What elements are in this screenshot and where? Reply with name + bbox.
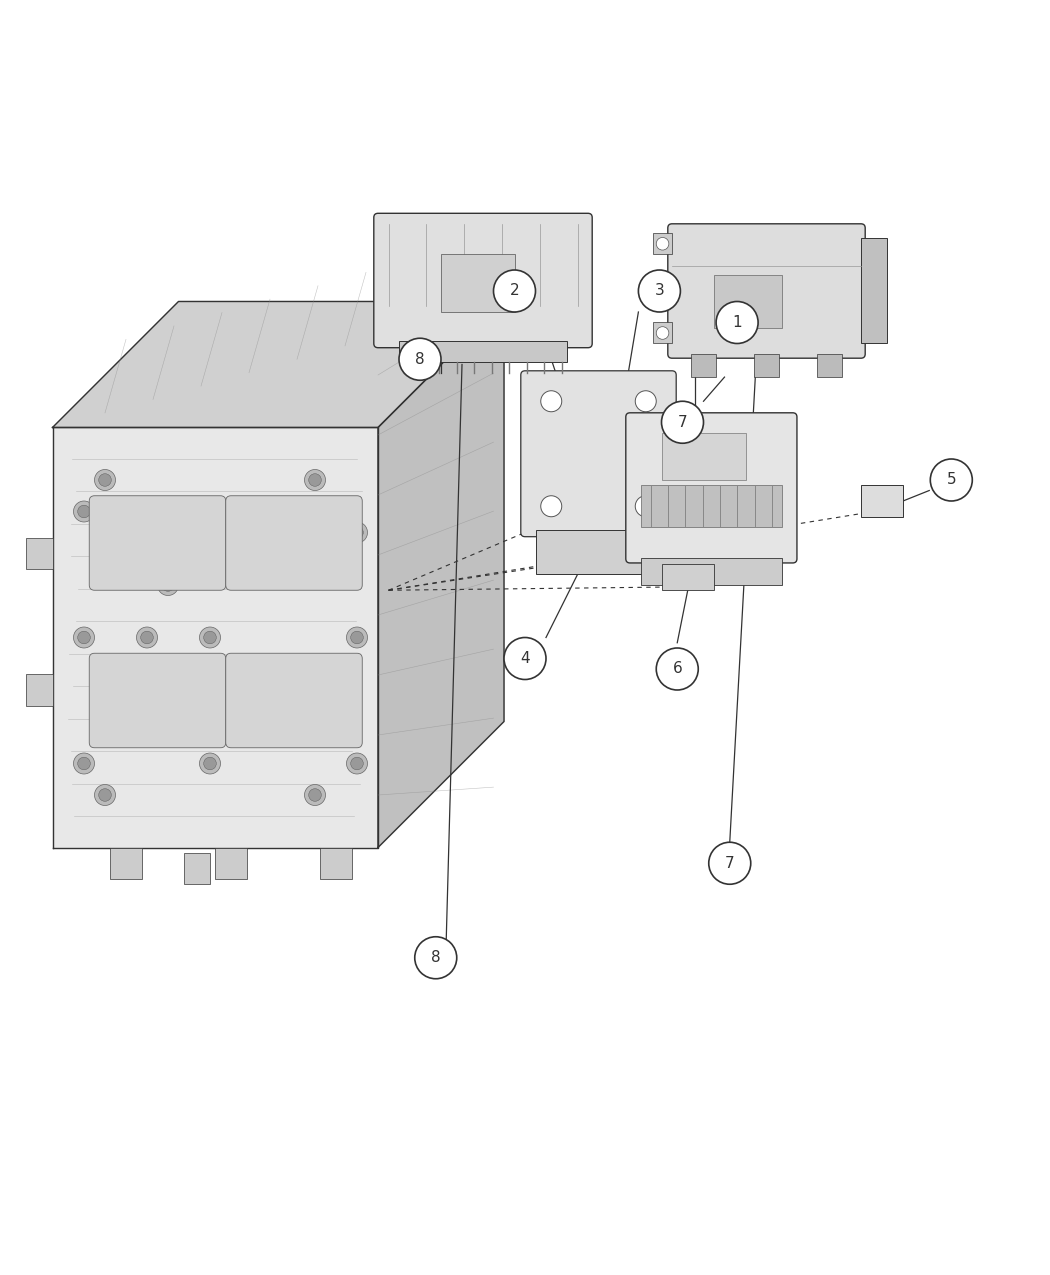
FancyBboxPatch shape bbox=[668, 224, 865, 358]
Circle shape bbox=[99, 474, 111, 486]
Circle shape bbox=[304, 469, 326, 491]
Text: 6: 6 bbox=[672, 662, 682, 677]
Circle shape bbox=[635, 390, 656, 412]
Circle shape bbox=[656, 648, 698, 690]
Circle shape bbox=[120, 715, 132, 728]
Text: 3: 3 bbox=[654, 283, 665, 298]
Circle shape bbox=[656, 326, 669, 339]
Circle shape bbox=[346, 627, 367, 648]
Polygon shape bbox=[52, 427, 378, 848]
Text: 4: 4 bbox=[520, 652, 530, 666]
Circle shape bbox=[930, 459, 972, 501]
Circle shape bbox=[78, 757, 90, 770]
Circle shape bbox=[288, 547, 300, 560]
Circle shape bbox=[158, 575, 179, 595]
Circle shape bbox=[662, 402, 704, 444]
Circle shape bbox=[242, 680, 262, 700]
Circle shape bbox=[116, 711, 136, 732]
Bar bbox=[536, 530, 662, 575]
Bar bbox=[714, 275, 782, 328]
Circle shape bbox=[635, 496, 656, 516]
Circle shape bbox=[309, 789, 321, 801]
Circle shape bbox=[709, 843, 751, 885]
Bar bbox=[640, 557, 782, 585]
Bar bbox=[320, 848, 352, 878]
Bar bbox=[662, 432, 746, 479]
Bar bbox=[861, 486, 903, 516]
Circle shape bbox=[284, 543, 304, 564]
Circle shape bbox=[200, 501, 220, 521]
Bar bbox=[653, 233, 672, 254]
Circle shape bbox=[78, 631, 90, 644]
Bar bbox=[26, 538, 52, 569]
Circle shape bbox=[541, 496, 562, 516]
Circle shape bbox=[204, 631, 216, 644]
Text: 2: 2 bbox=[509, 283, 520, 298]
Bar bbox=[441, 254, 514, 312]
Circle shape bbox=[74, 501, 94, 521]
Bar bbox=[817, 354, 842, 377]
Circle shape bbox=[415, 937, 457, 979]
Text: 7: 7 bbox=[677, 414, 688, 430]
Polygon shape bbox=[52, 301, 504, 427]
Circle shape bbox=[162, 579, 174, 592]
Text: 7: 7 bbox=[724, 856, 735, 871]
Bar bbox=[399, 342, 567, 362]
Text: 1: 1 bbox=[732, 315, 742, 330]
Circle shape bbox=[351, 527, 363, 539]
Circle shape bbox=[541, 390, 562, 412]
Bar bbox=[662, 564, 714, 590]
Circle shape bbox=[74, 754, 94, 774]
Circle shape bbox=[136, 627, 158, 648]
Bar bbox=[662, 511, 704, 575]
Bar bbox=[184, 853, 210, 885]
Bar bbox=[653, 323, 672, 343]
Circle shape bbox=[304, 784, 326, 806]
Bar bbox=[110, 848, 142, 878]
FancyBboxPatch shape bbox=[521, 371, 676, 537]
Circle shape bbox=[200, 754, 220, 774]
Circle shape bbox=[351, 631, 363, 644]
Circle shape bbox=[504, 638, 546, 680]
Circle shape bbox=[204, 505, 216, 518]
Circle shape bbox=[638, 270, 680, 312]
Circle shape bbox=[204, 757, 216, 770]
Circle shape bbox=[78, 505, 90, 518]
Circle shape bbox=[351, 757, 363, 770]
Bar bbox=[26, 674, 52, 706]
FancyBboxPatch shape bbox=[89, 653, 226, 747]
Circle shape bbox=[94, 784, 116, 806]
Text: 8: 8 bbox=[430, 950, 441, 965]
Circle shape bbox=[99, 789, 111, 801]
Circle shape bbox=[346, 521, 367, 543]
Circle shape bbox=[94, 469, 116, 491]
FancyBboxPatch shape bbox=[226, 653, 362, 747]
Circle shape bbox=[262, 680, 284, 700]
Circle shape bbox=[716, 301, 758, 343]
Text: 5: 5 bbox=[946, 473, 957, 487]
Circle shape bbox=[267, 683, 279, 696]
Circle shape bbox=[656, 237, 669, 250]
Circle shape bbox=[309, 474, 321, 486]
FancyBboxPatch shape bbox=[626, 413, 797, 564]
Circle shape bbox=[399, 338, 441, 380]
Circle shape bbox=[141, 631, 153, 644]
FancyBboxPatch shape bbox=[226, 496, 362, 590]
Circle shape bbox=[246, 683, 258, 696]
FancyBboxPatch shape bbox=[89, 496, 226, 590]
Text: 8: 8 bbox=[415, 352, 425, 367]
Bar bbox=[640, 486, 782, 528]
Circle shape bbox=[494, 270, 536, 312]
Circle shape bbox=[346, 754, 367, 774]
Bar bbox=[215, 848, 247, 878]
Bar bbox=[861, 238, 887, 343]
Bar bbox=[691, 354, 716, 377]
FancyBboxPatch shape bbox=[374, 213, 592, 348]
Circle shape bbox=[200, 627, 220, 648]
Circle shape bbox=[74, 627, 94, 648]
Bar bbox=[754, 354, 779, 377]
Polygon shape bbox=[378, 301, 504, 848]
